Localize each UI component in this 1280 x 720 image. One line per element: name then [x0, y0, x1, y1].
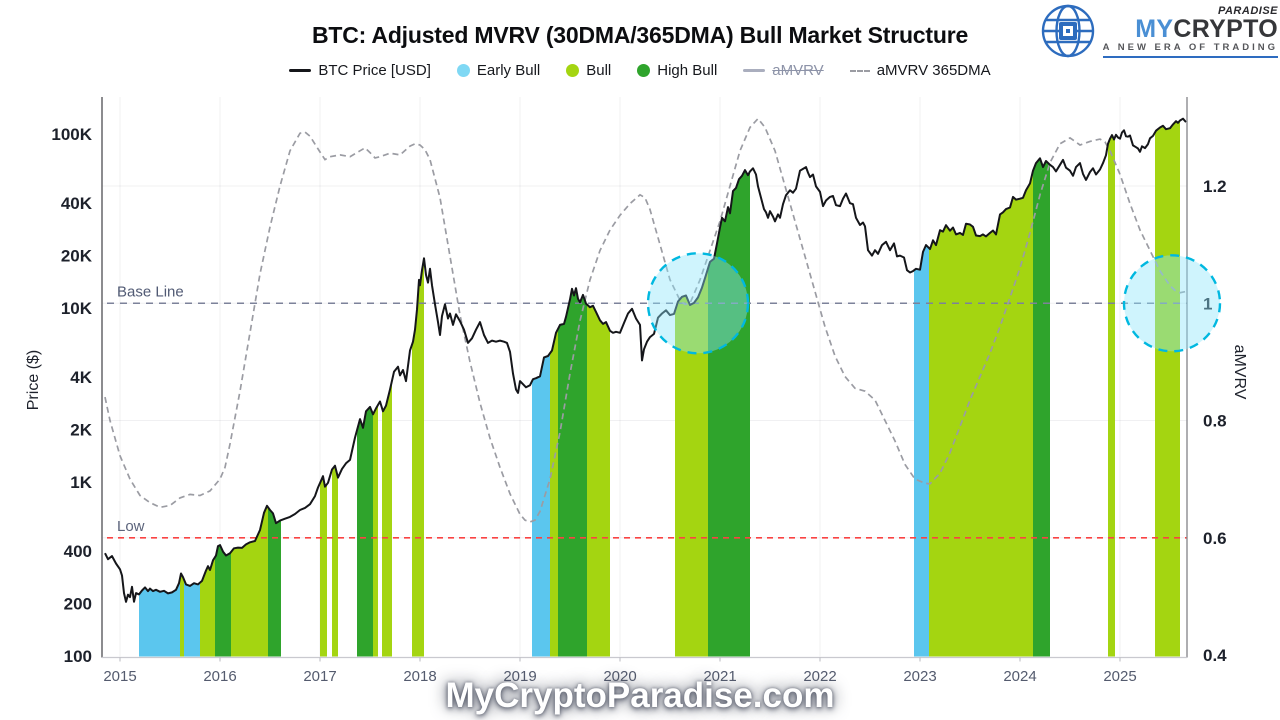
- svg-text:100: 100: [64, 647, 92, 666]
- svg-text:2024: 2024: [1003, 668, 1036, 685]
- svg-text:2018: 2018: [403, 668, 436, 685]
- legend-label: aMVRV 365DMA: [876, 62, 991, 79]
- svg-text:20K: 20K: [61, 247, 93, 266]
- phase-band-bull: [382, 380, 392, 657]
- svg-text:1.2: 1.2: [1203, 177, 1227, 196]
- phase-band-bull: [320, 476, 327, 657]
- svg-text:2019: 2019: [503, 668, 536, 685]
- svg-text:200: 200: [64, 595, 92, 614]
- phase-band-high: [1033, 158, 1050, 657]
- phase-band-bull: [180, 573, 184, 657]
- svg-text:2025: 2025: [1103, 668, 1136, 685]
- svg-text:2020: 2020: [603, 668, 636, 685]
- legend-item-high-bull[interactable]: High Bull: [637, 62, 717, 79]
- legend-line-icon: [289, 69, 312, 72]
- phase-band-high: [708, 170, 750, 657]
- svg-text:2K: 2K: [70, 421, 92, 440]
- svg-text:100K: 100K: [51, 125, 92, 144]
- baseline-touch-circle: [1122, 254, 1222, 353]
- legend-label: High Bull: [657, 62, 718, 79]
- legend-item-amvrv[interactable]: aMVRV: [743, 62, 824, 79]
- phase-band-early: [139, 578, 180, 657]
- phase-band-bull: [332, 465, 338, 657]
- low-line-label: Low: [117, 518, 145, 535]
- chart-legend: BTC Price [USD] Early Bull Bull High Bull aM…: [0, 62, 1280, 79]
- phase-band-high: [215, 545, 231, 657]
- legend-item-early-bull[interactable]: Early Bull: [456, 62, 541, 79]
- svg-text:2023: 2023: [903, 668, 936, 685]
- phase-band-early: [914, 245, 929, 657]
- watermark-text: MyCryptoParadise.com: [445, 676, 835, 715]
- logo-paradise-text: PARADISE: [1217, 4, 1278, 17]
- globe-circuit-icon: [1041, 4, 1094, 58]
- btc-price-line: [104, 117, 1187, 603]
- phase-band-bull: [929, 170, 1033, 657]
- legend-item-bull[interactable]: Bull: [566, 62, 611, 79]
- legend-dot-icon: [566, 64, 580, 77]
- phase-band-high: [357, 406, 373, 657]
- legend-label: BTC Price [USD]: [318, 62, 431, 79]
- svg-text:2021: 2021: [703, 668, 736, 685]
- svg-text:400: 400: [64, 542, 92, 561]
- phase-band-bull: [1155, 120, 1180, 657]
- legend-dot-icon: [456, 64, 470, 77]
- phase-band-bull: [587, 304, 610, 657]
- phase-band-high: [558, 288, 587, 657]
- svg-text:2015: 2015: [103, 668, 136, 685]
- logo-brand-text: MYCRYPTO: [1135, 14, 1278, 43]
- svg-text:40K: 40K: [61, 194, 93, 213]
- chart-title: BTC: Adjusted MVRV (30DMA/365DMA) Bull M…: [311, 22, 969, 48]
- phase-band-bull: [231, 505, 268, 657]
- svg-text:2017: 2017: [303, 668, 336, 685]
- phase-band-bull: [373, 404, 378, 657]
- svg-text:1: 1: [1203, 294, 1212, 313]
- phase-band-bull: [675, 268, 708, 657]
- phase-band-bull: [200, 557, 215, 657]
- amvrv-axis-title: aMVRV: [1231, 345, 1248, 400]
- svg-text:0.4: 0.4: [1203, 646, 1227, 665]
- svg-text:2016: 2016: [203, 668, 236, 685]
- price-axis-title: Price ($): [25, 350, 42, 410]
- legend-label: Bull: [586, 62, 612, 79]
- baseline-label: Base Line: [117, 283, 184, 300]
- legend-line-icon: [743, 69, 766, 72]
- logo-tagline: A NEW ERA OF TRADING: [1102, 41, 1278, 53]
- svg-text:1K: 1K: [70, 473, 92, 492]
- legend-label: aMVRV: [772, 62, 824, 79]
- svg-text:4K: 4K: [70, 368, 92, 387]
- phase-band-bull: [1108, 135, 1115, 657]
- phase-band-early: [532, 353, 550, 657]
- legend-label: Early Bull: [476, 62, 541, 79]
- legend-dashed-line-icon: [849, 69, 870, 72]
- svg-text:0.8: 0.8: [1203, 412, 1227, 431]
- baseline-touch-circle: [646, 252, 750, 355]
- phase-band-bull: [412, 258, 424, 657]
- legend-dot-icon: [637, 64, 651, 77]
- phase-band-early: [184, 579, 200, 657]
- legend-item-amvrv-365dma[interactable]: aMVRV 365DMA: [849, 62, 991, 79]
- phase-band-high: [268, 507, 281, 657]
- brand-logo: PARADISE MYCRYPTO A NEW ERA OF TRADING: [1040, 2, 1278, 60]
- svg-text:0.6: 0.6: [1203, 529, 1227, 548]
- legend-item-btc-price-usd-[interactable]: BTC Price [USD]: [289, 62, 431, 79]
- svg-text:2022: 2022: [803, 668, 836, 685]
- phase-band-bull: [550, 328, 558, 657]
- svg-text:10K: 10K: [61, 299, 93, 318]
